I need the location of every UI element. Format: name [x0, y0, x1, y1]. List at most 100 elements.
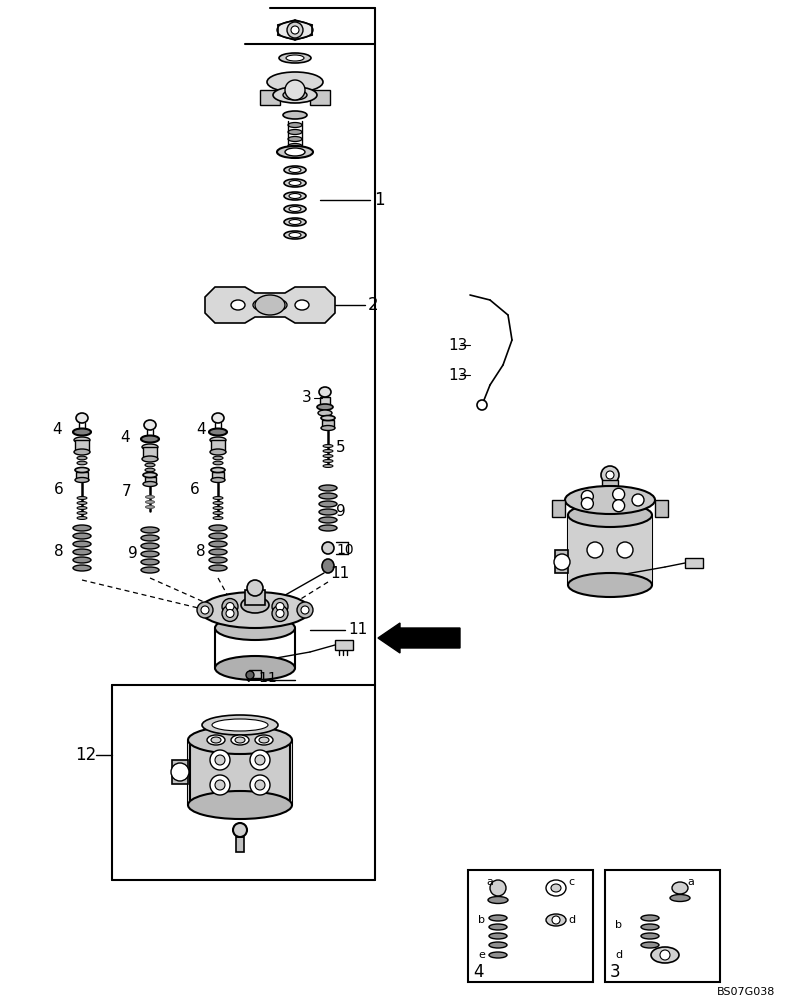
Text: a: a [486, 877, 493, 887]
Text: 2: 2 [368, 296, 379, 314]
Ellipse shape [323, 464, 333, 468]
Circle shape [285, 80, 305, 100]
Ellipse shape [209, 541, 227, 547]
Circle shape [297, 602, 313, 618]
Circle shape [210, 775, 230, 795]
Ellipse shape [209, 565, 227, 571]
Text: 4: 4 [120, 430, 130, 444]
Ellipse shape [142, 444, 158, 450]
Circle shape [613, 500, 625, 512]
Circle shape [215, 755, 225, 765]
Ellipse shape [289, 220, 301, 225]
Ellipse shape [75, 468, 89, 473]
Ellipse shape [241, 597, 269, 613]
Ellipse shape [75, 478, 89, 483]
Ellipse shape [77, 506, 87, 510]
Ellipse shape [213, 496, 223, 499]
Ellipse shape [289, 167, 301, 172]
Polygon shape [172, 760, 188, 784]
Text: 6: 6 [190, 483, 200, 497]
Text: 1: 1 [374, 191, 385, 209]
Ellipse shape [267, 72, 323, 92]
Ellipse shape [211, 737, 221, 743]
Ellipse shape [143, 473, 157, 478]
Text: 13: 13 [448, 338, 467, 353]
Circle shape [587, 542, 603, 558]
Ellipse shape [211, 478, 225, 483]
Text: 3: 3 [610, 963, 621, 981]
Polygon shape [205, 287, 335, 323]
FancyArrow shape [378, 623, 460, 653]
Ellipse shape [215, 656, 295, 680]
Text: 9: 9 [128, 546, 138, 562]
Ellipse shape [213, 516, 223, 520]
Circle shape [222, 605, 238, 621]
Ellipse shape [284, 166, 306, 174]
Circle shape [171, 763, 189, 781]
Circle shape [617, 542, 633, 558]
Ellipse shape [670, 894, 690, 902]
Circle shape [197, 602, 213, 618]
Ellipse shape [596, 486, 624, 494]
Text: 4: 4 [473, 963, 483, 981]
Ellipse shape [321, 426, 335, 430]
Ellipse shape [213, 456, 223, 460]
Ellipse shape [74, 437, 90, 443]
Bar [685, 558, 703, 568]
Text: 8: 8 [54, 544, 63, 560]
Ellipse shape [73, 565, 91, 571]
Circle shape [552, 916, 560, 924]
Ellipse shape [255, 295, 285, 315]
Bar [144, 477, 155, 484]
Ellipse shape [286, 55, 304, 61]
Ellipse shape [319, 509, 337, 515]
Text: a: a [687, 877, 694, 887]
Text: 4: 4 [52, 422, 62, 438]
Polygon shape [655, 500, 668, 517]
Ellipse shape [289, 194, 301, 198]
Ellipse shape [209, 533, 227, 539]
Bar [568, 515, 652, 585]
Ellipse shape [489, 915, 507, 921]
Circle shape [201, 606, 209, 614]
Circle shape [222, 599, 238, 615]
Text: e: e [478, 950, 485, 960]
Bar [236, 837, 244, 852]
Ellipse shape [141, 559, 159, 565]
Ellipse shape [546, 880, 566, 896]
Circle shape [660, 950, 670, 960]
Ellipse shape [213, 512, 223, 514]
Circle shape [255, 755, 265, 765]
Ellipse shape [231, 735, 249, 745]
Circle shape [226, 603, 234, 611]
Circle shape [554, 554, 570, 570]
Ellipse shape [295, 300, 309, 310]
Ellipse shape [259, 737, 269, 743]
Text: ↓ 11: ↓ 11 [243, 671, 276, 685]
Circle shape [215, 780, 225, 790]
Ellipse shape [288, 143, 302, 148]
Ellipse shape [568, 573, 652, 597]
Bar [143, 447, 157, 459]
Ellipse shape [231, 300, 245, 310]
Ellipse shape [77, 516, 87, 520]
Ellipse shape [210, 437, 226, 443]
Text: 7: 7 [122, 485, 131, 499]
Ellipse shape [144, 420, 156, 430]
Ellipse shape [146, 506, 154, 508]
Ellipse shape [568, 503, 652, 527]
Text: 6: 6 [54, 483, 63, 497]
Bar [602, 480, 618, 490]
Ellipse shape [146, 495, 154, 498]
Ellipse shape [273, 87, 317, 103]
Ellipse shape [73, 549, 91, 555]
Ellipse shape [289, 180, 301, 186]
Circle shape [613, 488, 625, 500]
Circle shape [250, 775, 270, 795]
Ellipse shape [319, 485, 337, 491]
Text: b: b [615, 920, 622, 930]
Ellipse shape [323, 444, 333, 448]
Ellipse shape [209, 525, 227, 531]
Bar [335, 640, 353, 650]
Circle shape [291, 26, 299, 34]
